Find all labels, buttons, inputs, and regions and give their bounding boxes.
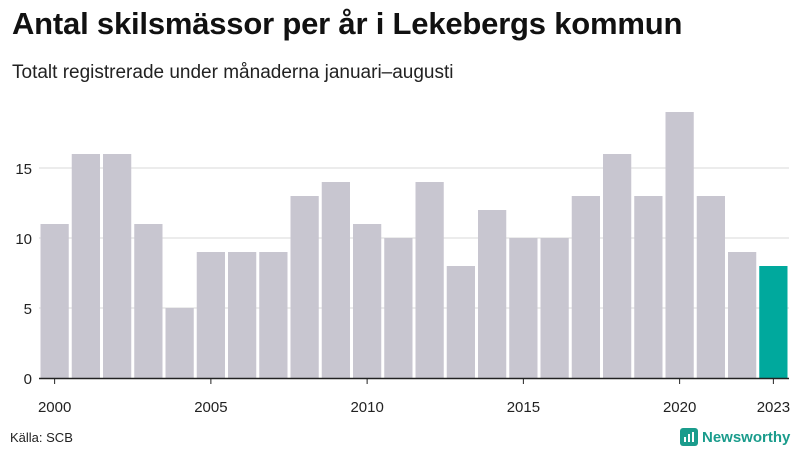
chart-subtitle: Totalt registrerade under månaderna janu… (12, 62, 454, 83)
bar-2020 (665, 112, 694, 378)
bar-2006 (228, 252, 257, 378)
source-note: Källa: SCB (10, 430, 73, 445)
bar-2010 (353, 224, 382, 378)
x-tick-label: 2010 (350, 399, 383, 416)
bar-2002 (103, 154, 132, 378)
bar-2012 (415, 182, 444, 378)
bar-2023 (759, 266, 788, 378)
chart-title: Antal skilsmässor per år i Lekebergs kom… (12, 6, 683, 41)
bar-2018 (603, 154, 632, 378)
bar-2019 (634, 196, 663, 378)
bar-2017 (571, 196, 600, 378)
bar-2011 (384, 238, 413, 378)
newsworthy-icon (680, 428, 698, 446)
x-tick-label: 2015 (507, 399, 540, 416)
brand-logo: Newsworthy (680, 428, 790, 446)
bar-2001 (71, 154, 100, 378)
bar-2014 (478, 210, 507, 378)
y-tick-label: 5 (24, 301, 32, 318)
bar-2013 (446, 266, 475, 378)
x-tick-label: 2000 (38, 399, 71, 416)
bar-2022 (728, 252, 757, 378)
y-tick-label: 15 (15, 161, 32, 178)
bar-2005 (196, 252, 225, 378)
x-tick-label: 2023 (757, 399, 790, 416)
y-tick-label: 10 (15, 231, 32, 248)
brand-name: Newsworthy (702, 428, 791, 446)
bar-2007 (259, 252, 288, 378)
bar-2003 (134, 224, 163, 378)
bar-2015 (509, 238, 538, 378)
x-tick-label: 2020 (663, 399, 696, 416)
bar-2016 (540, 238, 569, 378)
bar-2021 (696, 196, 725, 378)
x-tick-label: 2005 (194, 399, 227, 416)
bar-2009 (321, 182, 350, 378)
bar-2004 (165, 308, 194, 378)
bar-2000 (40, 224, 69, 378)
bar-2008 (290, 196, 319, 378)
y-tick-label: 0 (24, 371, 32, 388)
